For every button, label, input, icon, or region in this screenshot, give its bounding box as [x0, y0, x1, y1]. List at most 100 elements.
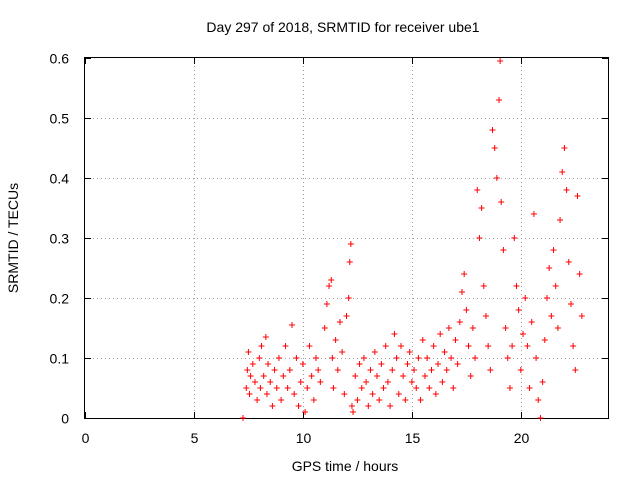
- data-point: [302, 409, 309, 415]
- data-point: [572, 367, 579, 373]
- data-point: [332, 337, 339, 343]
- data-point: [474, 187, 481, 193]
- x-axis-label: GPS time / hours: [292, 458, 399, 474]
- data-point: [369, 391, 376, 397]
- data-point: [493, 175, 500, 181]
- data-point: [419, 337, 426, 343]
- data-point: [393, 355, 400, 361]
- data-point: [245, 349, 252, 355]
- data-point: [299, 361, 306, 367]
- data-point: [376, 397, 383, 403]
- data-point: [472, 355, 479, 361]
- data-point: [284, 385, 291, 391]
- data-point: [415, 355, 422, 361]
- data-point: [262, 334, 269, 340]
- axis-ticks: 0 5 10 15 20 0 0.1 0.2 0.3 0.4 0.5 0.6: [50, 51, 608, 446]
- data-point: [334, 367, 341, 373]
- data-point: [360, 355, 367, 361]
- data-point: [478, 205, 485, 211]
- data-point: [354, 397, 361, 403]
- data-point: [411, 367, 418, 373]
- data-point: [317, 379, 324, 385]
- data-point: [502, 325, 509, 331]
- data-point: [487, 367, 494, 373]
- data-point: [517, 367, 524, 373]
- data-point: [336, 319, 343, 325]
- data-point: [432, 391, 439, 397]
- data-point: [345, 295, 352, 301]
- data-point: [489, 127, 496, 133]
- data-point: [506, 385, 513, 391]
- data-point: [435, 361, 442, 367]
- data-point: [421, 373, 428, 379]
- data-point: [249, 361, 256, 367]
- x-tick-label: 15: [405, 430, 421, 446]
- y-tick-label: 0.2: [50, 291, 70, 307]
- data-point: [263, 391, 270, 397]
- data-point: [321, 325, 328, 331]
- grid-lines: [85, 58, 608, 418]
- data-point: [352, 373, 359, 379]
- data-point: [413, 385, 420, 391]
- data-point: [286, 367, 293, 373]
- x-tick-label: 20: [514, 430, 530, 446]
- data-point: [278, 397, 285, 403]
- data-point: [543, 295, 550, 301]
- data-point: [260, 373, 267, 379]
- y-tick-label: 0.1: [50, 351, 70, 367]
- data-point: [456, 319, 463, 325]
- y-tick-label: 0.4: [50, 171, 70, 187]
- data-point: [426, 385, 433, 391]
- data-point: [533, 355, 540, 361]
- y-tick-label: 0: [61, 411, 69, 427]
- data-point: [498, 199, 505, 205]
- data-point: [330, 385, 337, 391]
- data-point: [450, 385, 457, 391]
- data-point: [567, 301, 574, 307]
- data-point: [308, 373, 315, 379]
- data-point: [578, 313, 585, 319]
- data-point: [400, 373, 407, 379]
- data-point: [552, 283, 559, 289]
- data-point: [280, 373, 287, 379]
- data-point: [574, 193, 581, 199]
- chart-title: Day 297 of 2018, SRMTID for receiver ube…: [206, 19, 479, 35]
- data-point: [430, 343, 437, 349]
- data-point: [565, 259, 572, 265]
- data-point: [485, 343, 492, 349]
- data-point: [402, 397, 409, 403]
- data-point: [559, 169, 566, 175]
- data-point: [513, 283, 520, 289]
- data-point: [387, 403, 394, 409]
- y-tick-label: 0.6: [50, 51, 70, 67]
- data-point: [445, 325, 452, 331]
- data-point: [563, 187, 570, 193]
- data-point: [537, 415, 544, 421]
- data-point: [497, 58, 504, 64]
- data-point: [500, 247, 507, 253]
- data-point: [384, 379, 391, 385]
- data-point: [247, 373, 254, 379]
- y-tick-label: 0.5: [50, 111, 70, 127]
- data-point: [417, 397, 424, 403]
- data-point: [539, 379, 546, 385]
- data-point: [273, 385, 280, 391]
- data-point: [528, 319, 535, 325]
- x-tick-label: 5: [191, 430, 199, 446]
- data-point: [406, 349, 413, 355]
- data-point: [358, 385, 365, 391]
- data-point: [524, 343, 531, 349]
- data-point: [267, 379, 274, 385]
- data-point: [535, 397, 542, 403]
- data-point: [246, 391, 253, 397]
- data-point: [408, 379, 415, 385]
- data-point: [404, 361, 411, 367]
- data-point: [570, 343, 577, 349]
- data-point: [323, 301, 330, 307]
- data-point: [557, 217, 564, 223]
- data-point: [554, 325, 561, 331]
- data-point: [348, 403, 355, 409]
- data-point: [458, 289, 465, 295]
- data-point: [496, 97, 503, 103]
